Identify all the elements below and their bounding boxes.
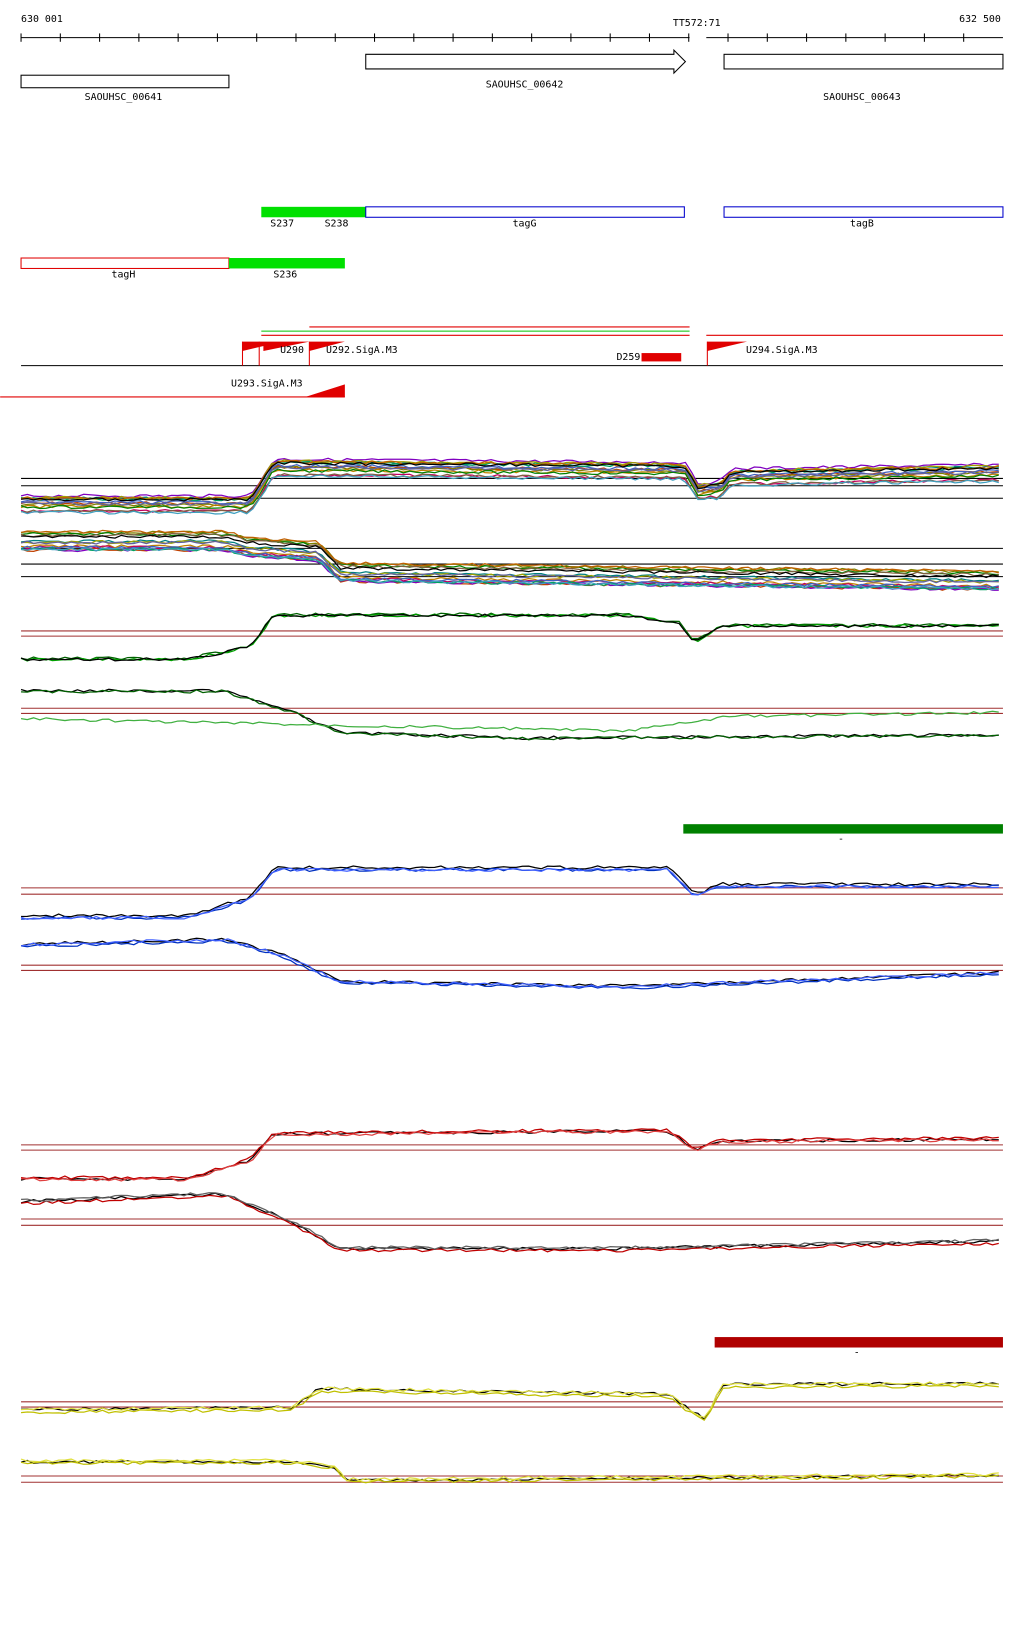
expression-line [20, 938, 999, 990]
expression-line [20, 1458, 999, 1482]
expression-line [20, 530, 999, 574]
feature-label: S238 [325, 219, 349, 230]
gene [723, 53, 1004, 70]
expression-line [20, 867, 999, 920]
promoter-label: U292.SigA.M3 [326, 345, 398, 356]
promoter-tick [241, 341, 708, 366]
ruler-start: 630 001 [21, 14, 63, 25]
expression-line [20, 938, 999, 989]
feature-label: S236 [273, 270, 297, 281]
feature-label: S237 [270, 219, 294, 230]
expression-line [21, 689, 999, 741]
condition-label: - [838, 834, 844, 845]
expression-line [21, 534, 999, 579]
expression-line [20, 544, 999, 588]
feature [261, 206, 366, 218]
gene-arrow [365, 48, 687, 75]
expression-line [20, 613, 999, 662]
feature-label: tagB [850, 219, 874, 230]
expression-line [20, 529, 999, 574]
expression-line [20, 1192, 999, 1251]
promoter-arrow [242, 341, 748, 397]
expression-line [20, 1384, 999, 1422]
expression-line [20, 1129, 999, 1182]
promoter-label: U293.SigA.M3 [231, 378, 303, 389]
gene-label: SAOUHSC_00641 [85, 92, 163, 103]
expression-line [20, 468, 999, 510]
expression-line [20, 547, 999, 591]
expression-line [21, 1129, 999, 1182]
expression-line [21, 865, 999, 918]
promoter-label: U290 [280, 345, 304, 356]
gene [20, 74, 230, 89]
feature-label: tagG [513, 219, 537, 230]
expression-line [20, 461, 999, 502]
expression-line [20, 1381, 999, 1419]
condition-label: - [854, 1348, 860, 1359]
gene-label: SAOUHSC_00642 [486, 80, 564, 91]
promoter-label: U294.SigA.M3 [746, 345, 818, 356]
promoter-block [641, 353, 682, 362]
expression-line [20, 613, 999, 662]
expression-line [20, 540, 999, 584]
expression-line [21, 1381, 999, 1421]
feature [365, 206, 685, 218]
condition-bar [683, 824, 1003, 834]
expression-line [20, 474, 999, 515]
expression-line [20, 688, 999, 740]
expression-line [20, 465, 999, 506]
feature [228, 258, 345, 269]
expression-line [21, 1192, 999, 1250]
expression-line [21, 460, 999, 501]
feature [20, 257, 230, 269]
ruler-marker: TT572:71 [673, 18, 721, 29]
expression-line [20, 459, 999, 501]
expression-line [20, 1128, 999, 1180]
expression-line [20, 1460, 999, 1484]
expression-line [20, 710, 999, 733]
tracks [20, 457, 1003, 1484]
condition-bar [714, 1337, 1003, 1348]
feature [723, 206, 1004, 218]
expression-line [21, 540, 999, 584]
expression-line [20, 1459, 999, 1483]
gene-label: SAOUHSC_00643 [823, 92, 901, 103]
promoter-label: D259 [616, 352, 640, 363]
feature-label: tagH [111, 270, 135, 281]
ruler-end: 632 500 [959, 14, 1001, 25]
